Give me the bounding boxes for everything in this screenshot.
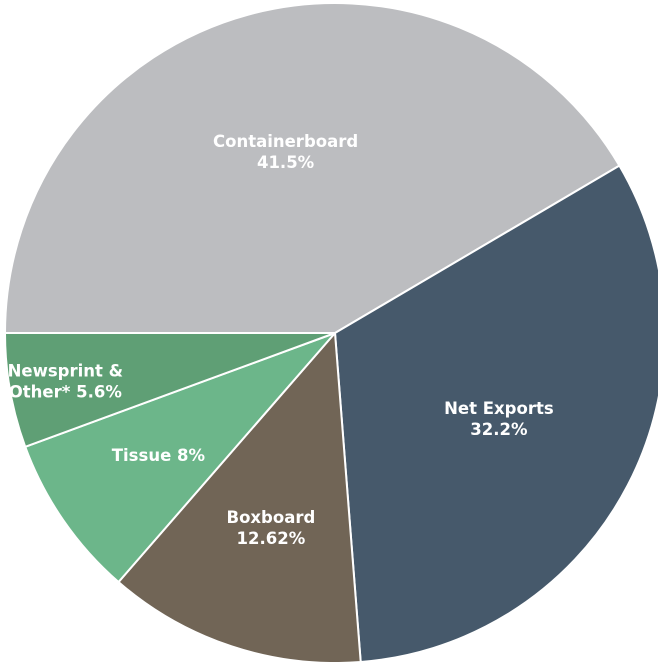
- pie-label-line: 12.62%: [237, 529, 306, 548]
- pie-label-line: Newsprint &: [8, 362, 123, 381]
- pie-label-tissue: Tissue 8%: [112, 446, 206, 465]
- pie-label-line: Tissue 8%: [112, 446, 206, 465]
- pie-label-line: Other* 5.6%: [9, 383, 123, 402]
- pie-label-line: Boxboard: [227, 508, 316, 527]
- pie-label-line: Containerboard: [213, 132, 358, 151]
- pie-label-line: 41.5%: [257, 153, 315, 172]
- pie-label-line: 32.2%: [470, 420, 528, 439]
- pie-slices: [5, 3, 658, 662]
- pie-label-line: Net Exports: [444, 399, 554, 418]
